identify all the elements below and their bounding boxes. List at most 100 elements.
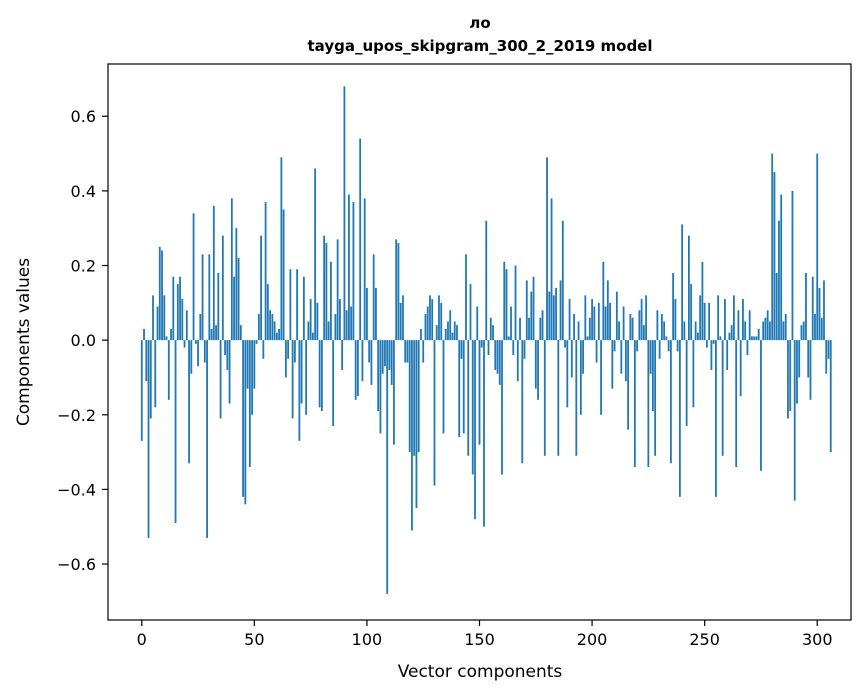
bar-20 (185, 310, 188, 341)
bar-130 (433, 340, 436, 486)
bar-282 (775, 272, 778, 341)
bar-276 (762, 321, 765, 341)
bar-278 (766, 310, 769, 341)
bar-10 (163, 295, 166, 341)
bar-190 (568, 299, 571, 341)
bar-74 (307, 321, 310, 341)
bar-209 (611, 340, 614, 389)
bar-12 (167, 340, 170, 400)
x-tick-label-250: 250 (689, 630, 720, 649)
bar-200 (591, 299, 593, 341)
bar-264 (735, 340, 738, 467)
bar-80 (320, 340, 323, 412)
bar-27 (201, 254, 204, 341)
bar-103 (372, 254, 375, 341)
bar-144 (465, 254, 467, 341)
bar-192 (573, 314, 575, 341)
bar-220 (636, 340, 639, 352)
bar-241 (683, 321, 686, 341)
bar-193 (575, 340, 578, 456)
bar-61 (278, 328, 281, 341)
bar-44 (239, 325, 242, 341)
bar-181 (548, 291, 551, 341)
bar-5 (152, 295, 154, 341)
x-axis-label: Vector components (398, 662, 563, 682)
bar-226 (649, 340, 652, 374)
bar-194 (577, 321, 580, 341)
bar-188 (564, 340, 566, 348)
bar-267 (742, 299, 744, 341)
bar-131 (435, 325, 438, 341)
bar-102 (370, 340, 373, 385)
bar-48 (248, 340, 251, 467)
bar-219 (633, 340, 636, 467)
bar-246 (694, 321, 697, 341)
bar-68 (293, 340, 296, 363)
bar-101 (368, 340, 371, 363)
bar-104 (375, 287, 377, 341)
bar-26 (199, 314, 202, 341)
bar-88 (339, 299, 341, 341)
bar-224 (645, 295, 648, 341)
bar-149 (476, 306, 479, 341)
bar-84 (330, 261, 332, 341)
bar-98 (361, 340, 364, 382)
bar-305 (827, 340, 830, 359)
bar-303 (823, 280, 825, 341)
x-tick-label-50: 50 (244, 630, 264, 649)
bar-132 (438, 295, 440, 341)
bar-41 (233, 276, 235, 341)
bar-95 (354, 340, 357, 400)
bar-270 (748, 310, 751, 341)
bar-76 (311, 332, 314, 341)
bar-135 (444, 328, 447, 341)
bar-205 (602, 261, 605, 341)
bar-65 (287, 340, 290, 359)
bar-69 (296, 269, 299, 341)
bar-13 (170, 328, 172, 341)
bar-163 (507, 336, 510, 341)
x-tick-label-0: 0 (137, 630, 147, 649)
bar-165 (512, 340, 515, 356)
bar-159 (498, 340, 501, 385)
bar-223 (642, 325, 645, 341)
bar-235 (669, 340, 672, 464)
bar-234 (667, 340, 670, 352)
bar-108 (384, 340, 386, 367)
y-tick-label-3: 0.0 (71, 331, 96, 350)
bar-0 (140, 340, 143, 441)
bar-212 (618, 321, 620, 341)
bar-34 (217, 272, 220, 341)
bar-259 (724, 299, 726, 341)
bar-4 (149, 340, 152, 419)
bar-123 (417, 340, 420, 453)
bar-2 (145, 340, 148, 382)
bar-201 (593, 306, 596, 341)
y-tick-label-0: −0.6 (57, 555, 96, 574)
bar-148 (474, 340, 476, 520)
bar-272 (753, 336, 756, 341)
bar-304 (825, 340, 828, 374)
bar-218 (631, 317, 634, 341)
bar-225 (647, 340, 650, 467)
bar-11 (165, 336, 168, 341)
bar-283 (778, 220, 780, 341)
bar-213 (620, 340, 623, 374)
bar-120 (411, 340, 413, 531)
bar-50 (253, 340, 256, 389)
bar-215 (624, 340, 627, 382)
bar-30 (208, 254, 211, 341)
y-tick-label-4: 0.2 (71, 257, 96, 276)
bar-94 (352, 202, 355, 341)
bar-56 (266, 284, 269, 341)
bar-222 (640, 299, 643, 341)
bar-118 (406, 340, 409, 363)
bar-228 (654, 340, 657, 456)
bar-206 (604, 306, 607, 341)
bar-85 (332, 340, 335, 426)
bar-258 (721, 340, 724, 456)
bar-157 (494, 340, 497, 370)
bar-248 (699, 295, 702, 341)
bar-32 (212, 205, 215, 341)
bar-46 (244, 340, 247, 505)
